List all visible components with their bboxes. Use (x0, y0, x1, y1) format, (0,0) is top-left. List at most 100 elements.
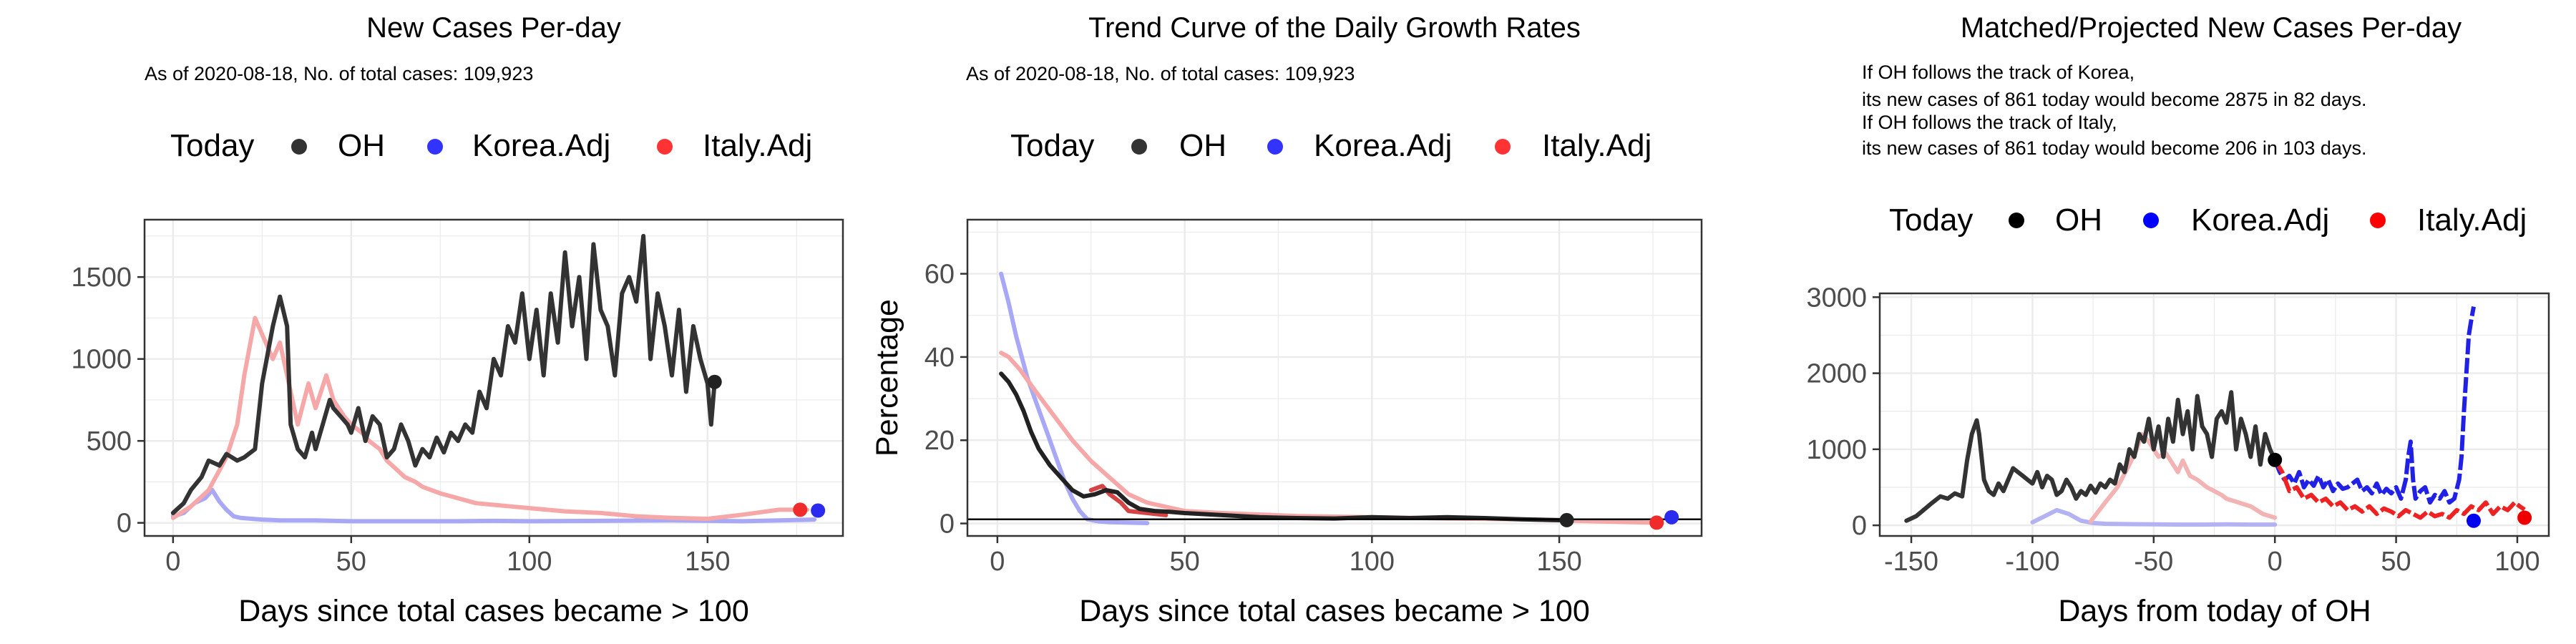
panel3-legend-oh-dot (2009, 213, 2024, 228)
panel1-series (170, 233, 817, 524)
panel1-title: New Cases Per-day (366, 12, 621, 44)
panel3-legend-italy-dot (2370, 213, 2386, 228)
x-tick-label: 100 (1350, 547, 1395, 577)
panel2-grid (967, 220, 1702, 536)
today-point-korea-adj (1664, 509, 1679, 525)
panel3-xlabel: Days from today of OH (2058, 594, 2371, 628)
panel1-frame (143, 218, 844, 537)
panel2-ylabel: Percentage (870, 299, 904, 457)
y-tick-label: 1000 (71, 345, 132, 375)
today-point-korea-adj (2466, 513, 2481, 528)
panel2-legend-italy-dot (1495, 139, 1511, 155)
panel1-legend-italy-label: Italy.Adj (703, 128, 812, 163)
panel1-legend-oh-label: OH (338, 128, 385, 163)
panel2-legend-oh-dot (1131, 139, 1147, 155)
y-tick-label: 1500 (71, 263, 132, 293)
panel1-legend-oh-dot (291, 139, 307, 155)
today-point-oh (2268, 452, 2283, 467)
x-tick-label: -150 (1884, 547, 1938, 577)
series-line-italy-adj (1088, 484, 1169, 517)
panel-growth-rates: Trend Curve of the Daily Growth Rates As… (870, 12, 1703, 628)
panel2-today-points (1559, 509, 1679, 530)
panel2-legend-italy-label: Italy.Adj (1542, 128, 1652, 163)
series-line-oh (1904, 390, 2278, 523)
panel2-legend-korea-label: Korea.Adj (1314, 128, 1452, 163)
panel3-annotation-4: its new cases of 861 today would become … (1862, 137, 2366, 159)
x-tick-label: 50 (1169, 547, 1199, 577)
panel1-xlabel: Days since total cases became > 100 (238, 594, 748, 628)
today-point-oh (707, 374, 722, 389)
panel2-title: Trend Curve of the Daily Growth Rates (1088, 12, 1581, 44)
panel3-legend-korea-dot (2143, 213, 2159, 228)
panel1-subtitle: As of 2020-08-18, No. of total cases: 10… (145, 63, 533, 84)
y-tick-label: 60 (924, 260, 955, 290)
y-tick-label: 20 (924, 426, 955, 456)
series-line-korea-adj (999, 271, 1150, 525)
panel2-legend-title: Today (1010, 128, 1094, 163)
y-tick-label: 500 (87, 426, 132, 457)
today-point-oh (1559, 512, 1574, 527)
today-point-italy-adj (2517, 510, 2532, 525)
panel3-grid (1880, 293, 2549, 536)
panel3-frame (1878, 292, 2550, 537)
y-tick-label: 1000 (1806, 435, 1867, 465)
series-line-korea-adj (2030, 507, 2278, 527)
panel-new-cases: New Cases Per-day As of 2020-08-18, No. … (71, 12, 844, 628)
panel3-annotation-3: If OH follows the track of Italy, (1862, 112, 2117, 133)
panel2-frame (966, 218, 1703, 537)
x-tick-label: 0 (2268, 547, 2283, 577)
panel3-legend-oh-label: OH (2055, 203, 2102, 238)
panel-projected: Matched/Projected New Cases Per-day If O… (1806, 12, 2550, 628)
x-tick-label: 150 (685, 547, 730, 577)
panel3-title: Matched/Projected New Cases Per-day (1961, 12, 2462, 44)
panel2-legend: Today OH Korea.Adj Italy.Adj (1010, 128, 1652, 163)
series-line-korea-adj (170, 487, 817, 524)
x-tick-label: 100 (2494, 547, 2540, 577)
panel1-legend: Today OH Korea.Adj Italy.Adj (170, 128, 812, 163)
y-tick-label: 0 (117, 509, 132, 539)
x-tick-label: 0 (990, 547, 1005, 577)
panel2-plot-bg (967, 220, 1702, 536)
y-tick-label: 2000 (1806, 359, 1867, 389)
panel1-legend-title: Today (170, 128, 254, 163)
y-tick-label: 0 (1852, 511, 1867, 541)
x-tick-label: 50 (2381, 547, 2411, 577)
x-tick-label: 100 (507, 547, 552, 577)
x-tick-label: 0 (165, 547, 180, 577)
panel1-today-points (707, 374, 826, 518)
panel2-legend-korea-dot (1267, 139, 1283, 155)
x-tick-label: 150 (1536, 547, 1581, 577)
panel3-annotations: If OH follows the track of Korea, its ne… (1862, 62, 2366, 159)
x-tick-label: -50 (2134, 547, 2173, 577)
panel3-legend-italy-label: Italy.Adj (2417, 203, 2527, 238)
panel3-legend-korea-label: Korea.Adj (2191, 203, 2329, 238)
panel2-ticks: 0 50 100 150 0 20 40 60 (924, 260, 1582, 577)
panel3-series (1904, 306, 2526, 527)
panel1-legend-italy-dot (657, 139, 673, 155)
today-point-italy-adj (793, 502, 808, 517)
panel1-plot-bg (145, 220, 843, 536)
series-line-oh (999, 371, 1569, 522)
y-tick-label: 0 (940, 509, 955, 540)
panel1-legend-korea-label: Korea.Adj (472, 128, 610, 163)
panel2-subtitle: As of 2020-08-18, No. of total cases: 10… (966, 63, 1355, 84)
panel3-legend: Today OH Korea.Adj Italy.Adj (1889, 203, 2527, 238)
panel3-annotation-2: its new cases of 861 today would become … (1862, 89, 2366, 110)
panel3-today-points (2268, 452, 2532, 528)
y-tick-label: 3000 (1806, 283, 1867, 313)
panel2-legend-oh-label: OH (1179, 128, 1226, 163)
x-tick-label: -100 (2005, 547, 2059, 577)
series-line-oh (170, 233, 717, 515)
today-point-italy-adj (1649, 515, 1664, 530)
y-tick-label: 40 (924, 343, 955, 373)
panel2-xlabel: Days since total cases became > 100 (1079, 594, 1589, 628)
panel1-legend-korea-dot (427, 139, 443, 155)
series-line-italy-adj (170, 316, 810, 521)
series-line-italy-adj (2273, 459, 2526, 520)
series-line-korea-adj (2273, 306, 2476, 505)
panel3-annotation-1: If OH follows the track of Korea, (1862, 62, 2135, 83)
panel3-legend-title: Today (1889, 203, 1973, 238)
